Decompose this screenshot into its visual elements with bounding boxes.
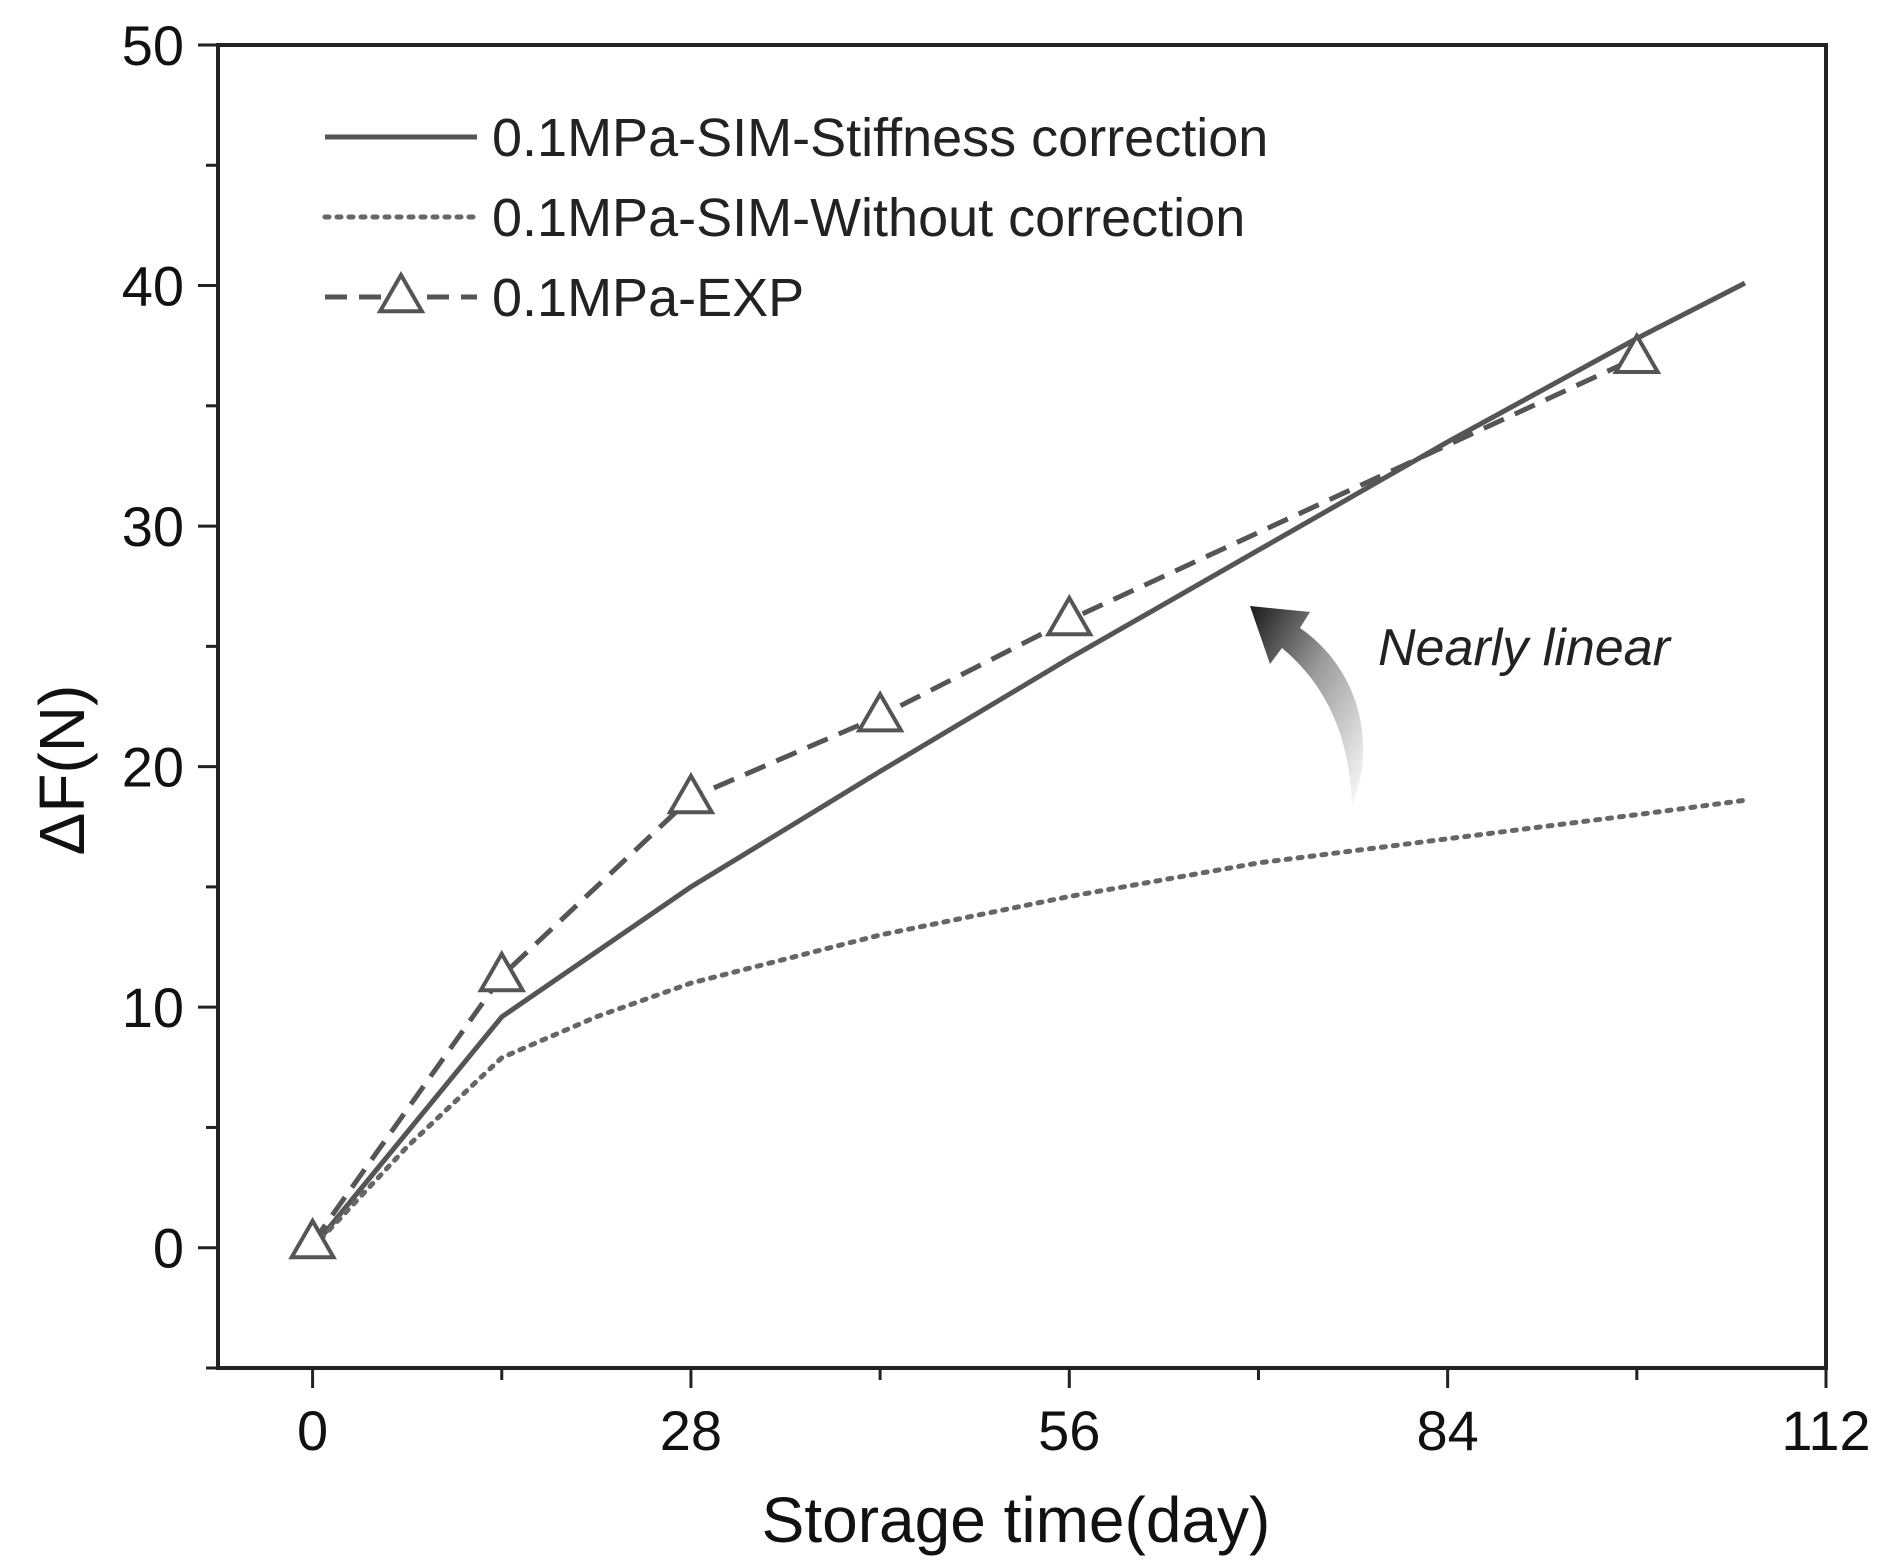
exp-marker	[1612, 331, 1662, 375]
x-tick-label: 84	[1416, 1399, 1478, 1462]
x-tick-label: 0	[297, 1399, 328, 1462]
y-axis-title: ΔF(N)	[26, 685, 98, 856]
legend-label: 0.1MPa-SIM-Stiffness correction	[492, 108, 1268, 168]
y-tick-label: 50	[122, 14, 184, 77]
series-line-2	[310, 797, 1748, 1251]
plot-area-frame	[216, 43, 1828, 1370]
legend-label: 0.1MPa-EXP	[492, 268, 804, 328]
legend-label: 0.1MPa-SIM-Without correction	[492, 188, 1245, 248]
legend: 0.1MPa-SIM-Stiffness correction 0.1MPa-SI…	[322, 108, 1268, 328]
exp-marker	[288, 1216, 337, 1260]
x-tick-label: 28	[660, 1399, 722, 1462]
y-tick-label: 20	[122, 736, 184, 799]
annotation-arrow	[1250, 606, 1364, 806]
x-tick-label: 56	[1038, 1399, 1100, 1462]
y-tick-label: 10	[122, 976, 184, 1039]
exp-marker	[1044, 593, 1094, 637]
x-axis-title: Storage time(day)	[762, 1484, 1271, 1556]
y-tick-label: 30	[122, 495, 184, 558]
y-tick-label: 40	[122, 255, 184, 318]
exp-marker	[477, 949, 527, 993]
exp-marker	[855, 690, 905, 733]
exp-marker	[666, 771, 716, 815]
series-line-1	[310, 280, 1747, 1250]
legend-marker	[376, 270, 426, 314]
y-tick-label: 0	[153, 1217, 184, 1280]
x-tick-label: 112	[1781, 1399, 1870, 1462]
series-line-3	[310, 355, 1638, 1245]
annotation-nearly-linear: Nearly linear	[1378, 619, 1673, 677]
